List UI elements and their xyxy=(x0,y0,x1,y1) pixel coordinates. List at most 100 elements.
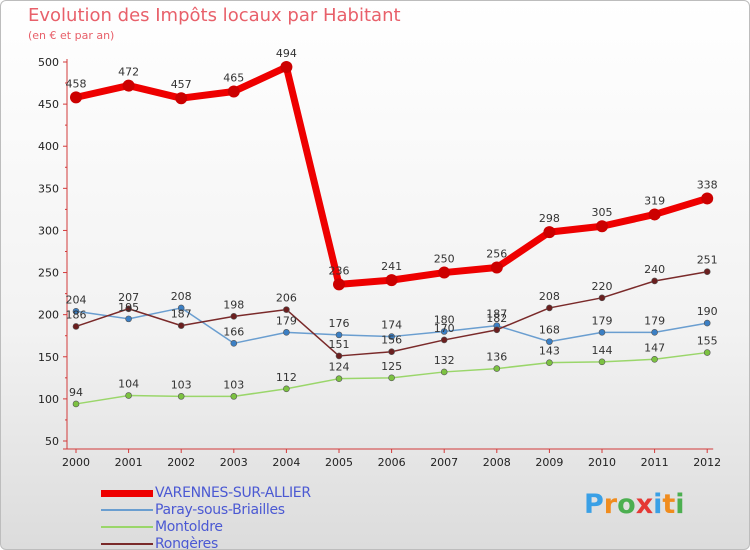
y-tick-label: 500 xyxy=(38,56,59,69)
logo-letter: i xyxy=(653,489,663,520)
data-point xyxy=(283,329,290,336)
data-label: 179 xyxy=(276,314,297,327)
data-point xyxy=(490,261,503,274)
data-point xyxy=(703,349,711,356)
y-tick-label: 100 xyxy=(38,393,59,406)
data-label: 338 xyxy=(697,178,718,191)
data-label: 220 xyxy=(592,280,613,293)
legend-swatch xyxy=(101,543,153,545)
series-line xyxy=(75,63,709,288)
chart-subtitle: (en € et par an) xyxy=(28,29,115,42)
data-point xyxy=(651,329,658,336)
data-label: 174 xyxy=(381,319,402,332)
x-tick-label: 2011 xyxy=(641,456,669,469)
data-label: 104 xyxy=(118,378,139,391)
data-label: 156 xyxy=(381,334,402,347)
data-point xyxy=(283,385,290,393)
y-tick-label: 300 xyxy=(38,224,59,237)
data-point xyxy=(230,340,238,347)
y-tick-label: 450 xyxy=(38,98,59,111)
data-label: 155 xyxy=(697,335,718,348)
data-label: 143 xyxy=(539,345,560,358)
data-point xyxy=(440,368,448,376)
logo-letter: t xyxy=(662,489,676,520)
data-point xyxy=(333,278,345,291)
data-point xyxy=(596,220,608,233)
data-point xyxy=(283,306,290,313)
data-point xyxy=(388,348,395,356)
data-label: 179 xyxy=(592,314,613,327)
data-label: 170 xyxy=(434,322,455,335)
data-point xyxy=(651,277,658,285)
proxiti-logo: Proxiti xyxy=(584,489,685,520)
legend-label: Rongères xyxy=(155,536,218,550)
data-point xyxy=(703,319,711,327)
legend-swatch xyxy=(101,490,153,497)
x-tick-label: 2012 xyxy=(693,456,721,469)
x-tick-label: 2010 xyxy=(588,456,616,469)
data-label: 103 xyxy=(223,378,244,391)
data-label: 186 xyxy=(66,308,87,321)
data-point xyxy=(230,393,238,400)
chart-axes: 50 100 150 200 250 300 350 400 450 500 2000 2001 200… xyxy=(38,56,721,469)
data-label: 457 xyxy=(171,78,192,91)
data-label: 180 xyxy=(434,314,455,327)
data-label: 208 xyxy=(171,290,192,303)
data-label: 319 xyxy=(644,194,665,207)
logo-letter: i xyxy=(675,489,685,520)
data-point xyxy=(493,326,501,334)
data-label: 187 xyxy=(486,308,507,321)
y-tick-label: 400 xyxy=(38,140,59,153)
data-point xyxy=(440,336,448,344)
x-tick-label: 2007 xyxy=(430,456,458,469)
data-label: 147 xyxy=(644,341,665,354)
data-label: 494 xyxy=(276,47,297,60)
x-tick-label: 2005 xyxy=(325,456,353,469)
data-point xyxy=(72,323,80,330)
data-point xyxy=(648,208,661,221)
data-point xyxy=(125,315,132,323)
data-label: 125 xyxy=(381,360,402,373)
x-tick-label: 2004 xyxy=(272,456,300,469)
y-tick-label: 50 xyxy=(45,435,59,448)
data-point xyxy=(440,328,448,335)
data-label: 207 xyxy=(118,291,139,304)
data-label: 206 xyxy=(276,292,297,305)
logo-letter: r xyxy=(603,489,618,520)
y-tick-label: 350 xyxy=(38,182,59,195)
data-point xyxy=(175,92,188,105)
data-label: 472 xyxy=(118,66,139,79)
legend-swatch xyxy=(101,509,153,511)
data-point xyxy=(335,352,343,360)
logo-letter: x xyxy=(635,489,654,520)
data-label: 179 xyxy=(644,314,665,327)
data-point xyxy=(703,268,711,276)
data-point xyxy=(230,313,238,320)
x-tick-label: 2002 xyxy=(167,456,195,469)
data-point xyxy=(546,338,553,345)
data-label: 251 xyxy=(697,254,718,267)
data-label: 176 xyxy=(329,317,350,330)
data-point xyxy=(651,356,658,363)
data-point xyxy=(177,322,185,329)
data-label: 187 xyxy=(171,308,192,321)
logo-letter: o xyxy=(617,489,636,520)
data-label: 132 xyxy=(434,354,455,367)
x-tick-label: 2006 xyxy=(378,456,406,469)
data-point xyxy=(385,274,398,287)
x-tick-label: 2009 xyxy=(535,456,563,469)
series-layer xyxy=(70,61,714,408)
data-label: 136 xyxy=(486,351,507,364)
logo-letter: P xyxy=(584,489,604,520)
data-label: 124 xyxy=(329,361,350,374)
data-point xyxy=(125,305,132,313)
data-label: 298 xyxy=(539,212,560,225)
data-point xyxy=(598,294,606,302)
data-point xyxy=(546,304,553,312)
data-point xyxy=(122,79,135,92)
data-label: 305 xyxy=(592,206,613,219)
data-point xyxy=(438,266,451,279)
data-point xyxy=(72,400,80,408)
